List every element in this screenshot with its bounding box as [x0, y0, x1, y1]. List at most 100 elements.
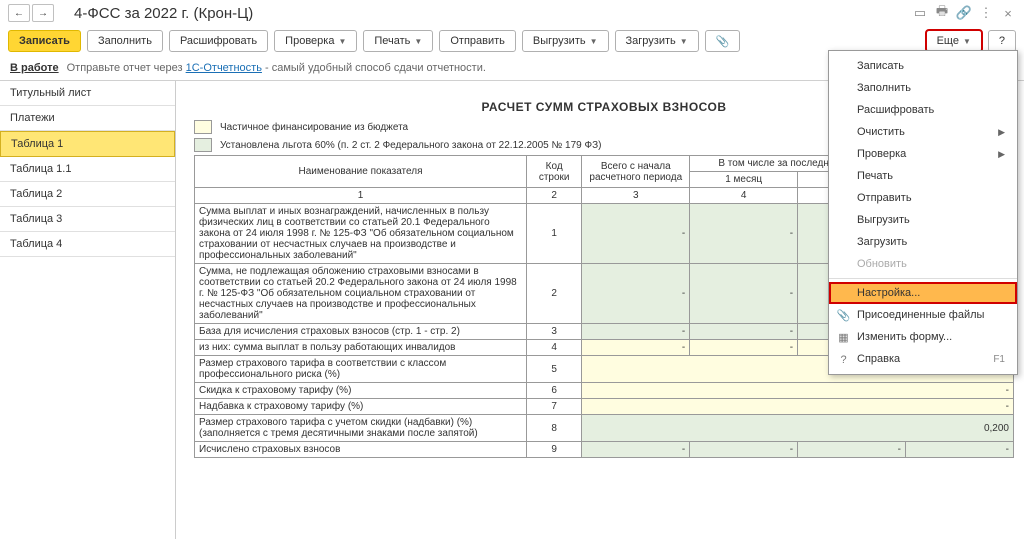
send-button[interactable]: Отправить — [439, 30, 516, 52]
menu-separator — [829, 278, 1017, 279]
menu-icon: 📎 — [837, 309, 850, 322]
menu-label: Отправить — [857, 192, 912, 204]
cell-value[interactable]: - — [690, 442, 798, 458]
status-link[interactable]: В работе — [10, 62, 59, 74]
menu-item: Обновить — [829, 253, 1017, 275]
cell-code: 9 — [527, 442, 582, 458]
more-button[interactable]: Еще▼ — [926, 30, 982, 52]
check-button[interactable]: Проверка▼ — [274, 30, 357, 52]
cell-name: Скидка к страховому тарифу (%) — [195, 383, 527, 399]
cell-name: из них: сумма выплат в пользу работающих… — [195, 340, 527, 356]
cell-value[interactable]: - — [582, 204, 690, 264]
chevron-down-icon: ▼ — [590, 37, 598, 46]
sidebar-item[interactable]: Таблица 4 — [0, 232, 175, 257]
menu-item[interactable]: Загрузить — [829, 231, 1017, 253]
menu-label: Настройка... — [857, 287, 920, 299]
more-icon[interactable]: ⋮ — [978, 5, 994, 21]
cell-name: Надбавка к страховому тарифу (%) — [195, 399, 527, 415]
menu-item[interactable]: Записать — [829, 55, 1017, 77]
chevron-down-icon: ▼ — [963, 37, 971, 46]
cell-value[interactable]: 0,200 — [582, 415, 1014, 442]
submenu-arrow-icon: ▶ — [998, 149, 1005, 160]
menu-item[interactable]: Очистить ▶ — [829, 121, 1017, 143]
nav-back[interactable]: ← — [8, 4, 30, 22]
decode-button[interactable]: Расшифровать — [169, 30, 268, 52]
1c-report-link[interactable]: 1С-Отчетность — [186, 62, 262, 74]
sidebar-item[interactable]: Таблица 1.1 — [0, 157, 175, 182]
cell-value[interactable]: - — [906, 442, 1014, 458]
table-row: Размер страхового тарифа с учетом скидки… — [195, 415, 1014, 442]
menu-item[interactable]: ▦Изменить форму... — [829, 326, 1017, 348]
menu-label: Загрузить — [857, 236, 907, 248]
cell-code: 1 — [527, 204, 582, 264]
cell-name: Размер страхового тарифа с учетом скидки… — [195, 415, 527, 442]
link-icon[interactable]: 🔗 — [956, 5, 972, 21]
cell-code: 2 — [527, 264, 582, 324]
print-icon[interactable]: 🖶 — [934, 5, 950, 21]
th-colnum: 2 — [527, 188, 582, 204]
menu-item[interactable]: Расшифровать — [829, 99, 1017, 121]
cell-value[interactable]: - — [582, 264, 690, 324]
sidebar-item[interactable]: Таблица 2 — [0, 182, 175, 207]
help-button[interactable]: ? — [988, 30, 1016, 52]
info-text: Отправьте отчет через 1С-Отчетность - са… — [67, 62, 486, 74]
legend-label: Установлена льгота 60% (п. 2 ст. 2 Федер… — [220, 140, 601, 151]
th-colnum: 1 — [195, 188, 527, 204]
cell-value[interactable]: - — [690, 264, 798, 324]
menu-item[interactable]: Настройка... — [829, 282, 1017, 304]
cell-value[interactable]: - — [690, 340, 798, 356]
menu-icon: ? — [837, 353, 850, 366]
print-button[interactable]: Печать▼ — [363, 30, 433, 52]
menu-item[interactable]: Заполнить — [829, 77, 1017, 99]
menu-label: Заполнить — [857, 82, 911, 94]
menu-item[interactable]: Выгрузить — [829, 209, 1017, 231]
menu-item[interactable]: ?СправкаF1 — [829, 348, 1017, 370]
table-row: Исчислено страховых взносов9---- — [195, 442, 1014, 458]
cell-value[interactable]: - — [582, 442, 690, 458]
sidebar-item[interactable]: Таблица 1 — [0, 131, 175, 157]
sidebar-item[interactable]: Платежи — [0, 106, 175, 131]
menu-item[interactable]: Отправить — [829, 187, 1017, 209]
sidebar-item[interactable]: Таблица 3 — [0, 207, 175, 232]
legend-swatch — [194, 120, 212, 134]
cell-code: 3 — [527, 324, 582, 340]
cell-name: Размер страхового тарифа в соответствии … — [195, 356, 527, 383]
cell-name: Исчислено страховых взносов — [195, 442, 527, 458]
window-title: 4-ФСС за 2022 г. (Крон-Ц) — [74, 5, 253, 22]
cell-code: 7 — [527, 399, 582, 415]
legend-swatch — [194, 138, 212, 152]
th-colnum: 3 — [582, 188, 690, 204]
cell-value[interactable]: - — [582, 340, 690, 356]
cell-value[interactable]: - — [582, 324, 690, 340]
report-icon[interactable]: ▭ — [912, 5, 928, 21]
submenu-arrow-icon: ▶ — [998, 127, 1005, 138]
load-button[interactable]: Загрузить▼ — [615, 30, 699, 52]
unload-button[interactable]: Выгрузить▼ — [522, 30, 609, 52]
cell-value[interactable]: - — [690, 204, 798, 264]
chevron-down-icon: ▼ — [680, 37, 688, 46]
cell-value[interactable]: - — [798, 442, 906, 458]
nav-forward[interactable]: → — [32, 4, 54, 22]
menu-label: Записать — [857, 60, 904, 72]
titlebar: ← → 4-ФСС за 2022 г. (Крон-Ц) ▭ 🖶 🔗 ⋮ × — [0, 0, 1024, 26]
menu-item[interactable]: Печать — [829, 165, 1017, 187]
menu-label: Изменить форму... — [857, 331, 952, 343]
menu-hotkey: F1 — [993, 354, 1005, 365]
menu-label: Проверка — [857, 148, 906, 160]
close-icon[interactable]: × — [1000, 5, 1016, 21]
fill-button[interactable]: Заполнить — [87, 30, 163, 52]
attach-button[interactable]: 📎 — [705, 30, 741, 52]
menu-item[interactable]: Проверка ▶ — [829, 143, 1017, 165]
menu-label: Присоединенные файлы — [857, 309, 984, 321]
menu-item[interactable]: 📎 Присоединенные файлы — [829, 304, 1017, 326]
record-button[interactable]: Записать — [8, 30, 81, 52]
menu-label: Очистить — [857, 126, 905, 138]
menu-label: Печать — [857, 170, 893, 182]
sidebar-item[interactable]: Титульный лист — [0, 81, 175, 106]
th-m1: 1 месяц — [690, 172, 798, 188]
cell-value[interactable]: - — [690, 324, 798, 340]
cell-value[interactable]: - — [582, 399, 1014, 415]
table-row: Надбавка к страховому тарифу (%)7- — [195, 399, 1014, 415]
cell-code: 5 — [527, 356, 582, 383]
cell-value[interactable]: - — [582, 383, 1014, 399]
